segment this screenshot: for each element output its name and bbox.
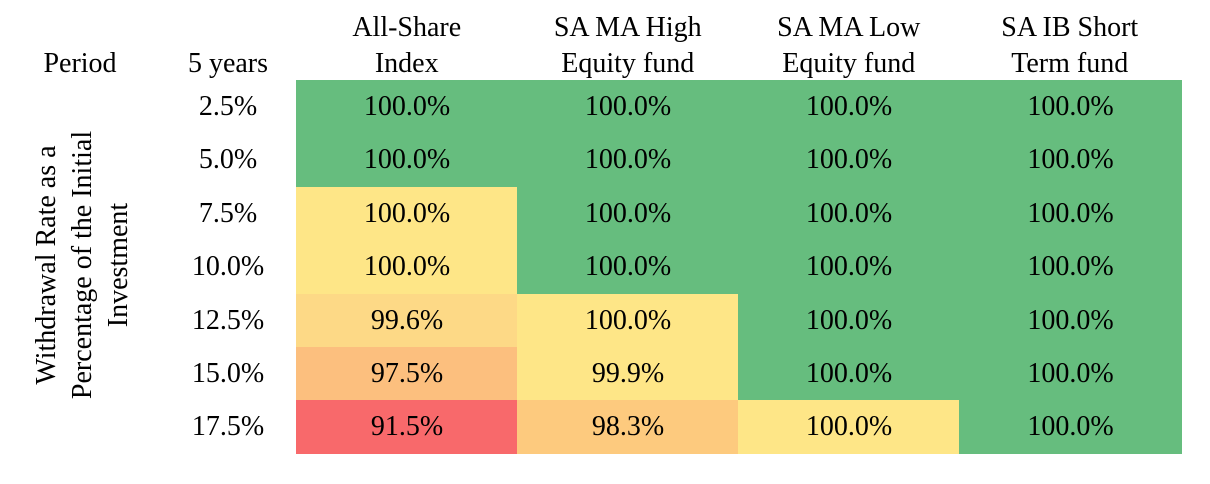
heatmap-cell: 100.0% — [517, 133, 739, 188]
heatmap-cell: 100.0% — [738, 186, 960, 241]
heatmap-cell: 100.0% — [959, 80, 1182, 134]
row-label: 10.0% — [191, 251, 265, 283]
column-header-1: All-Share Index — [297, 10, 517, 82]
heatmap-cell: 100.0% — [738, 133, 960, 188]
heatmap-cell: 100.0% — [959, 400, 1182, 455]
row-label: 17.5% — [191, 411, 265, 443]
heatmap-cell: 100.0% — [296, 186, 518, 241]
heatmap-cell: 100.0% — [959, 186, 1182, 241]
column-header-line: SA MA High — [553, 12, 702, 43]
row-label: 7.5% — [198, 197, 258, 229]
heatmap-cell: 100.0% — [296, 80, 518, 134]
column-header-2: SA MA High Equity fund — [518, 10, 738, 82]
column-header-4: SA IB Short Term fund — [960, 10, 1180, 82]
heatmap-cell: 100.0% — [959, 133, 1182, 188]
heatmap-cell: 100.0% — [738, 400, 960, 455]
years-label: 5 years — [187, 48, 269, 79]
heatmap-cell: 97.5% — [296, 347, 518, 401]
y-axis-title: Withdrawal Rate as a Percentage of the I… — [29, 85, 137, 445]
column-header-line: All-Share — [352, 12, 462, 43]
row-label: 2.5% — [198, 91, 258, 122]
heatmap-cell: 100.0% — [517, 186, 739, 241]
row-label: 15.0% — [191, 358, 265, 389]
y-axis-title-line-2: Percentage of the Initial — [67, 130, 98, 400]
heatmap-cell: 91.5% — [296, 400, 518, 455]
heatmap-cell: 100.0% — [738, 347, 960, 401]
heatmap-cell: 100.0% — [959, 240, 1182, 295]
heatmap-cell: 100.0% — [296, 133, 518, 188]
column-header-3: SA MA Low Equity fund — [739, 10, 959, 82]
heatmap-cell: 100.0% — [959, 347, 1182, 401]
heatmap-cell: 99.9% — [517, 347, 739, 401]
heatmap-cell: 98.3% — [517, 400, 739, 455]
heatmap-cell: 100.0% — [738, 293, 960, 348]
y-axis-title-line-1: Withdrawal Rate as a — [31, 145, 62, 385]
row-label: 12.5% — [191, 304, 265, 336]
heatmap-grid: 100.0% 100.0% 100.0% 100.0% 100.0% 100.0% 100.… — [296, 80, 1182, 455]
column-header-line: SA IB Short — [1001, 12, 1139, 43]
column-header-line: Equity fund — [561, 48, 695, 79]
heatmap-cell: 100.0% — [738, 80, 960, 134]
period-label: Period — [43, 48, 117, 79]
heatmap-cell: 99.6% — [296, 293, 518, 348]
y-axis-title-line-3: Investment — [103, 202, 134, 328]
heatmap-cell: 100.0% — [296, 240, 518, 295]
column-header-line: Term fund — [1011, 48, 1129, 79]
column-header-line: SA MA Low — [777, 12, 921, 43]
heatmap-cell: 100.0% — [517, 80, 739, 134]
heatmap-cell: 100.0% — [517, 240, 739, 295]
heatmap-cell: 100.0% — [959, 293, 1182, 348]
heatmap-cell: 100.0% — [738, 240, 960, 295]
column-header-line: Index — [374, 48, 439, 79]
column-header-line: Equity fund — [782, 48, 916, 79]
heatmap-cell: 100.0% — [517, 293, 739, 348]
row-label: 5.0% — [198, 144, 258, 176]
